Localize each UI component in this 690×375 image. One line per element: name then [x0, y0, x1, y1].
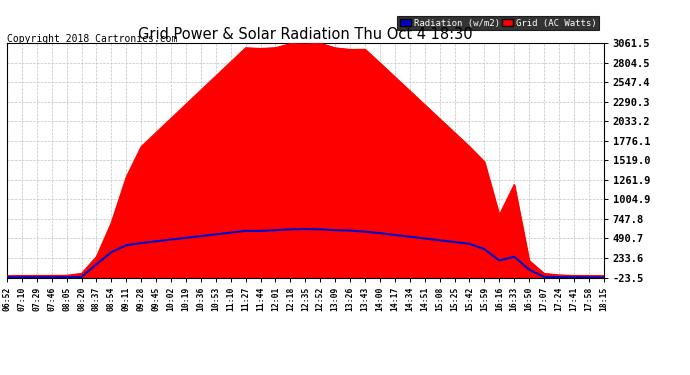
Text: Copyright 2018 Cartronics.com: Copyright 2018 Cartronics.com [7, 34, 177, 44]
Title: Grid Power & Solar Radiation Thu Oct 4 18:30: Grid Power & Solar Radiation Thu Oct 4 1… [138, 27, 473, 42]
Legend: Radiation (w/m2), Grid (AC Watts): Radiation (w/m2), Grid (AC Watts) [397, 16, 599, 30]
